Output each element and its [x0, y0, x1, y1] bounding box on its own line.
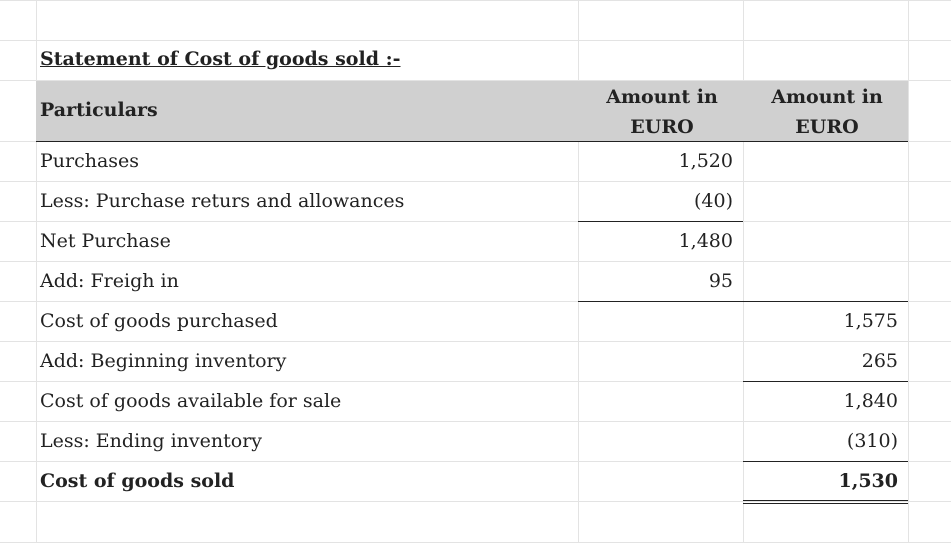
row-label: Less: Ending inventory [40, 430, 263, 452]
header-amount-col2: Amount in EURO [745, 82, 909, 142]
subtotal-rule [578, 301, 908, 302]
table-header [36, 81, 908, 141]
header-bottom-border [36, 141, 908, 142]
row-label: Purchases [40, 150, 140, 172]
row-amount-col2: (310) [846, 430, 898, 452]
header-col1-line1: Amount in [606, 86, 718, 108]
row-amount-col2: 1,840 [843, 390, 898, 412]
row-amount-total: 1,530 [838, 470, 899, 492]
header-col2-line1: Amount in [771, 86, 883, 108]
row-label: Cost of goods purchased [40, 310, 278, 332]
row-label-total: Cost of goods sold [40, 470, 235, 492]
row-label: Cost of goods available for sale [40, 390, 342, 412]
row-amount-col1: (40) [693, 190, 733, 212]
header-col2-line2: EURO [795, 116, 859, 138]
row-amount-col2: 265 [861, 350, 898, 372]
row-label: Add: Freigh in [40, 270, 179, 292]
subtotal-rule [578, 221, 743, 222]
row-label: Add: Beginning inventory [40, 350, 287, 372]
header-particulars: Particulars [40, 99, 158, 121]
row-amount-col1: 95 [708, 270, 733, 292]
row-amount-col2: 1,575 [843, 310, 898, 332]
double-underline-top [743, 500, 908, 501]
double-underline-bottom [743, 503, 908, 504]
row-label: Less: Purchase returs and allowances [40, 190, 405, 212]
header-col1-line2: EURO [630, 116, 694, 138]
subtotal-rule [743, 381, 908, 382]
row-label: Net Purchase [40, 230, 171, 252]
header-amount-col1: Amount in EURO [580, 82, 744, 142]
row-amount-col1: 1,480 [678, 230, 733, 252]
statement-title: Statement of Cost of goods sold :- [40, 48, 401, 70]
row-amount-col1: 1,520 [678, 150, 733, 172]
subtotal-rule [743, 461, 908, 462]
